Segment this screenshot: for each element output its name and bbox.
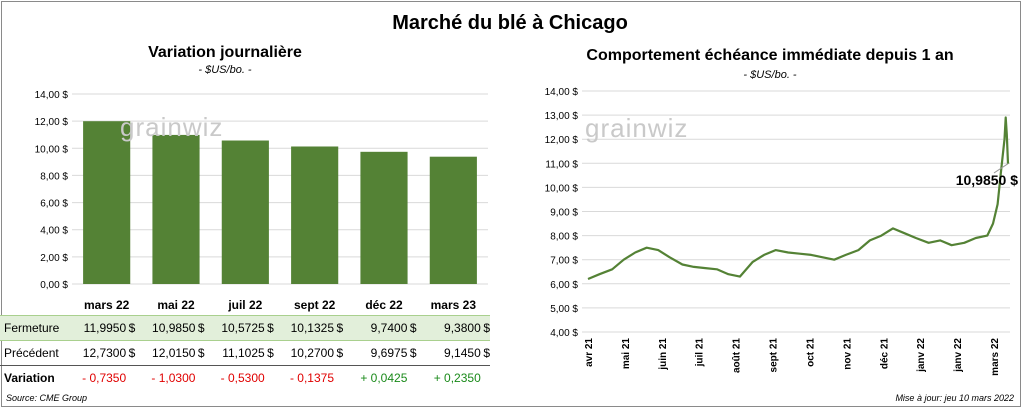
y-tick-label: 0,00 $ bbox=[40, 280, 68, 291]
x-category-label: sept 22 bbox=[294, 298, 336, 312]
y-tick-label: 14,00 $ bbox=[545, 87, 579, 98]
y-tick-label: 4,00 $ bbox=[40, 226, 68, 237]
leader-line bbox=[993, 163, 1009, 174]
table-cell: 12,7300 bbox=[66, 340, 127, 366]
x-category-label: mai 22 bbox=[157, 298, 195, 312]
x-tick-label: oct 21 bbox=[805, 338, 816, 367]
x-category-label: déc 22 bbox=[365, 298, 403, 312]
table-cell: 11,9950 bbox=[66, 315, 127, 341]
y-tick-label: 13,00 $ bbox=[545, 111, 579, 122]
update-note: Mise à jour: jeu 10 mars 2022 bbox=[895, 393, 1014, 403]
y-tick-label: 6,00 $ bbox=[550, 280, 578, 291]
table-cell-negative: - 1,0300 bbox=[151, 371, 196, 385]
y-tick-label: 10,00 $ bbox=[545, 183, 579, 194]
table-cell: 9,7400 bbox=[343, 315, 408, 341]
currency-sign: $ bbox=[264, 340, 274, 366]
left-chart-subtitle: - $US/bo. - bbox=[198, 64, 252, 76]
x-tick-label: août 21 bbox=[732, 338, 743, 373]
x-tick-label: déc 21 bbox=[879, 338, 890, 370]
table-cell: 11,1025 bbox=[204, 340, 265, 366]
bar bbox=[221, 140, 269, 284]
x-category-label: juil 22 bbox=[227, 298, 262, 312]
source-note: Source: CME Group bbox=[6, 393, 88, 403]
x-tick-label: juin 21 bbox=[658, 338, 669, 371]
x-category-label: mars 22 bbox=[84, 298, 130, 312]
last-value-label: 10,9850 $ bbox=[956, 172, 1018, 188]
y-tick-label: 2,00 $ bbox=[40, 253, 68, 264]
table-cell-negative: - 0,5300 bbox=[220, 371, 265, 385]
x-tick-label: janv 22 bbox=[953, 338, 964, 373]
currency-sign: $ bbox=[126, 340, 136, 366]
x-tick-label: janv 22 bbox=[916, 338, 927, 373]
bar bbox=[83, 121, 131, 284]
currency-sign: $ bbox=[334, 315, 344, 341]
currency-sign: $ bbox=[407, 315, 417, 341]
table-cell: 10,2700 bbox=[273, 340, 334, 366]
price-line bbox=[587, 116, 1010, 281]
table-cell-negative: - 0,7350 bbox=[82, 371, 127, 385]
table-cell-negative: - 0,1375 bbox=[289, 371, 334, 385]
prices-table: Fermeture 11,9950 $ 10,9850 $ 10,5725 $ 10,… bbox=[0, 315, 490, 390]
x-tick-label: mars 22 bbox=[990, 338, 1001, 376]
row-label: Fermeture bbox=[0, 315, 66, 341]
bar bbox=[152, 134, 200, 284]
table-cell-positive: + 0,2350 bbox=[433, 371, 481, 385]
currency-sign: $ bbox=[264, 315, 274, 341]
y-tick-label: 8,00 $ bbox=[550, 232, 578, 243]
currency-sign: $ bbox=[480, 315, 490, 341]
x-tick-label: juil 21 bbox=[695, 338, 706, 368]
watermark-left: grainwiz bbox=[120, 112, 224, 142]
x-category-label: mars 23 bbox=[431, 298, 477, 312]
right-chart-subtitle: - $US/bo. - bbox=[743, 69, 797, 81]
currency-sign: $ bbox=[334, 340, 344, 366]
currency-sign: $ bbox=[407, 340, 417, 366]
table-cell: 12,0150 bbox=[135, 340, 196, 366]
table-cell: 10,5725 bbox=[204, 315, 265, 341]
y-tick-label: 7,00 $ bbox=[550, 256, 578, 267]
bar bbox=[291, 146, 339, 284]
y-tick-label: 12,00 $ bbox=[35, 117, 69, 128]
y-tick-label: 14,00 $ bbox=[35, 90, 69, 101]
table-cell: 9,1450 bbox=[416, 340, 481, 366]
currency-sign: $ bbox=[480, 340, 490, 366]
right-chart-title: Comportement échéance immédiate depuis 1… bbox=[586, 47, 954, 64]
table-cell: 10,1325 bbox=[273, 315, 334, 341]
x-tick-label: nov 21 bbox=[842, 338, 853, 370]
table-row-fermeture: Fermeture 11,9950 $ 10,9850 $ 10,5725 $ 10,… bbox=[0, 315, 490, 341]
table-cell-positive: + 0,0425 bbox=[360, 371, 408, 385]
x-tick-label: sept 21 bbox=[769, 338, 780, 373]
x-tick-label: mai 21 bbox=[621, 338, 632, 370]
table-row-variation: Variation - 0,7350 - 1,0300 - 0,5300 - 0… bbox=[0, 366, 490, 391]
y-tick-label: 12,00 $ bbox=[545, 135, 579, 146]
y-tick-label: 4,00 $ bbox=[550, 328, 578, 339]
y-tick-label: 5,00 $ bbox=[550, 304, 578, 315]
currency-sign: $ bbox=[126, 315, 136, 341]
bar bbox=[360, 151, 408, 284]
table-cell: 10,9850 bbox=[135, 315, 196, 341]
table-row-precedent: Précédent 12,7300 $ 12,0150 $ 11,1025 $ 10,… bbox=[0, 340, 490, 366]
y-tick-label: 9,00 $ bbox=[550, 208, 578, 219]
watermark-right: grainwiz bbox=[585, 113, 689, 143]
table-cell: 9,3800 bbox=[416, 315, 481, 341]
y-tick-label: 8,00 $ bbox=[40, 171, 68, 182]
row-label: Variation bbox=[4, 371, 55, 385]
currency-sign: $ bbox=[195, 315, 205, 341]
main-title: Marché du blé à Chicago bbox=[392, 12, 628, 34]
bar bbox=[429, 156, 477, 284]
table-cell: 9,6975 bbox=[343, 340, 408, 366]
row-label: Précédent bbox=[0, 340, 66, 366]
left-chart-title: Variation journalière bbox=[148, 44, 302, 61]
y-tick-label: 10,00 $ bbox=[35, 144, 69, 155]
currency-sign: $ bbox=[195, 340, 205, 366]
y-tick-label: 6,00 $ bbox=[40, 199, 68, 210]
y-tick-label: 11,00 $ bbox=[545, 159, 578, 170]
x-tick-label: avr 21 bbox=[584, 338, 595, 367]
